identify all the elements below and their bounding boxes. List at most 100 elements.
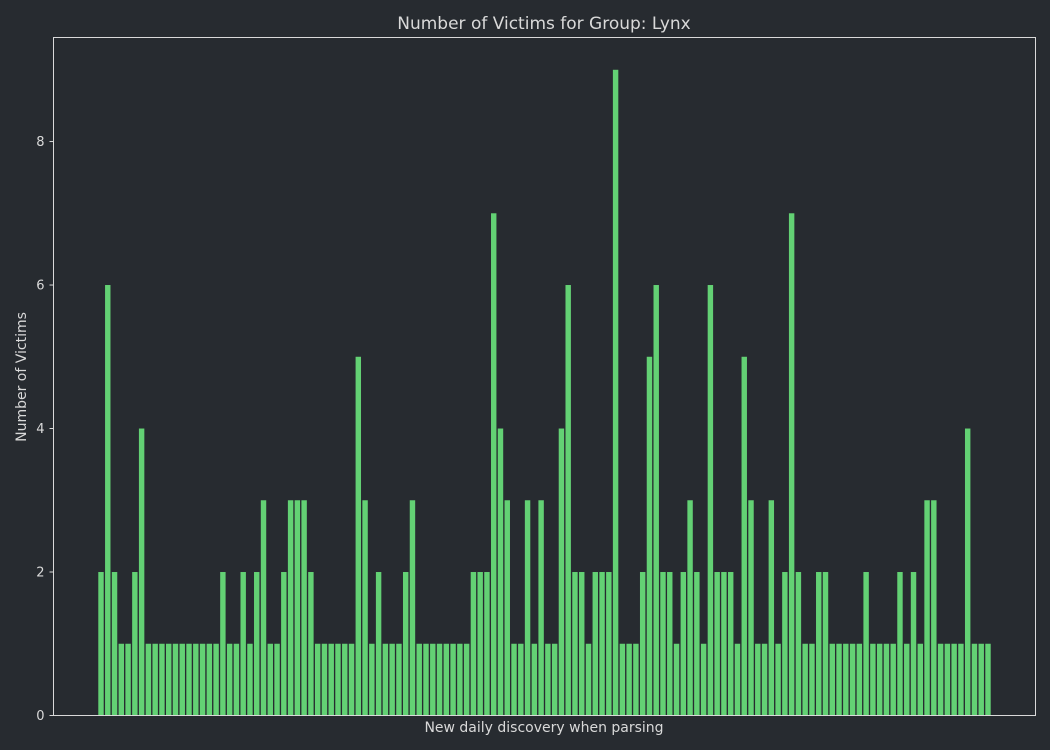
bar [653, 285, 659, 716]
bar [917, 643, 923, 716]
bar [98, 572, 104, 716]
bar [335, 643, 341, 716]
bar [389, 643, 395, 716]
bar [937, 643, 944, 716]
bar [220, 572, 226, 716]
bar [274, 643, 280, 716]
bar [626, 643, 632, 716]
bar [619, 643, 626, 716]
bar [612, 69, 619, 716]
bar [206, 643, 213, 716]
bar [375, 572, 382, 716]
bar [565, 285, 571, 716]
bar [199, 643, 206, 716]
bar [579, 572, 585, 716]
bar [931, 500, 937, 716]
bar [125, 643, 131, 716]
bar [680, 572, 687, 716]
bar [904, 643, 910, 716]
bar [883, 643, 890, 716]
bar [294, 500, 301, 716]
chart-title: Number of Victims for Group: Lynx [397, 14, 691, 34]
bar [423, 643, 429, 716]
bar [524, 500, 531, 716]
y-axis-ticks: 0 2 4 6 8 [36, 135, 54, 724]
bar [186, 643, 192, 716]
bar [876, 643, 883, 716]
bar [951, 643, 957, 716]
bar [958, 643, 964, 716]
bar [233, 643, 240, 716]
bar [849, 643, 856, 716]
bar [673, 643, 680, 716]
bar [118, 643, 125, 716]
bar [450, 643, 456, 716]
bar [430, 643, 436, 716]
bar [734, 643, 741, 716]
bar [369, 643, 375, 716]
bar [538, 500, 544, 716]
bar [166, 643, 172, 716]
bar [321, 643, 328, 716]
bar [870, 643, 876, 716]
bar [348, 643, 355, 716]
bar [572, 572, 578, 716]
bar [687, 500, 693, 716]
bar [531, 643, 538, 716]
bar [484, 572, 490, 716]
bar [518, 643, 524, 716]
bar [782, 572, 788, 716]
bar [816, 572, 822, 716]
bar [822, 572, 829, 716]
bar [267, 643, 273, 716]
bar [314, 643, 321, 716]
bar [741, 356, 747, 716]
bar [396, 643, 402, 716]
bar [545, 643, 551, 716]
bar [755, 643, 761, 716]
bar [707, 285, 714, 716]
bar [138, 428, 145, 716]
bar [497, 428, 504, 716]
bar [775, 643, 781, 716]
y-tick-label: 2 [36, 566, 44, 581]
bar [159, 643, 165, 716]
bar [978, 643, 984, 716]
bar [504, 500, 510, 716]
bar [639, 572, 646, 716]
y-tick-label: 8 [36, 135, 44, 150]
bar [382, 643, 389, 716]
bar [843, 643, 849, 716]
y-tick-label: 4 [36, 422, 44, 437]
axes-frame [53, 37, 1036, 716]
bar [863, 572, 869, 716]
bar [924, 500, 930, 716]
bar [240, 572, 246, 716]
bar [281, 572, 287, 716]
bar [287, 500, 294, 716]
y-tick-label: 0 [36, 709, 44, 724]
bar [409, 500, 416, 716]
bars-group [98, 69, 991, 716]
bar [213, 643, 219, 716]
bar [470, 572, 477, 716]
bar [809, 643, 815, 716]
bar [585, 643, 592, 716]
bar [788, 213, 795, 716]
bar [260, 500, 267, 716]
y-tick-label: 6 [36, 279, 44, 294]
bar [971, 643, 978, 716]
bar [714, 572, 720, 716]
y-axis-label: Number of Victims [14, 312, 30, 442]
bar [910, 572, 917, 716]
bar [897, 572, 903, 716]
bar [985, 643, 991, 716]
bar [856, 643, 863, 716]
bar [301, 500, 307, 716]
bar [606, 572, 612, 716]
bar [226, 643, 233, 716]
bar [179, 643, 185, 716]
bar [660, 572, 666, 716]
bar [402, 572, 409, 716]
